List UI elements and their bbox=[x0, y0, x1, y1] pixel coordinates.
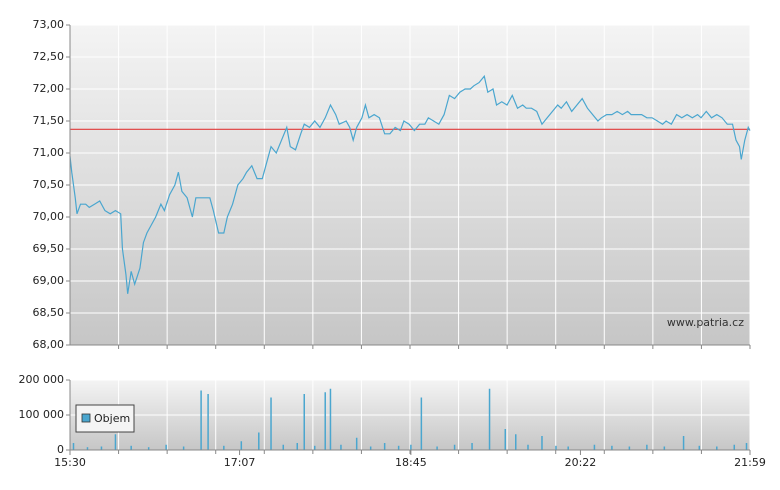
volume-bar bbox=[313, 445, 316, 450]
watermark: www.patria.cz bbox=[667, 316, 744, 329]
volume-bar bbox=[72, 443, 75, 450]
marks: 68,00 68,50 69,00 69,50 70,00 70,50 71,00 71,50… bbox=[19, 18, 766, 469]
y-tick-label: 73,00 bbox=[33, 18, 65, 31]
y-tick-label: 71,50 bbox=[33, 114, 65, 127]
x-tick-label: 20:22 bbox=[565, 456, 597, 469]
volume-bar bbox=[114, 434, 117, 450]
volume-bar bbox=[355, 437, 358, 450]
volume-bar bbox=[296, 443, 298, 450]
volume-bar bbox=[436, 446, 438, 450]
volume-bar bbox=[165, 444, 167, 450]
volume-bar bbox=[611, 445, 613, 450]
y-tick-label: 69,00 bbox=[33, 274, 65, 287]
x-tick-label: 17:07 bbox=[224, 456, 256, 469]
volume-bar bbox=[488, 388, 491, 450]
volume-bar bbox=[397, 445, 400, 450]
volume-bar bbox=[593, 444, 596, 450]
y-tick-label: 70,00 bbox=[33, 210, 65, 223]
y-tick-label: 0 bbox=[57, 443, 64, 456]
y-tick-label: 68,00 bbox=[33, 338, 65, 351]
volume-bar bbox=[541, 436, 543, 450]
volume-bar bbox=[200, 390, 202, 450]
volume-bar bbox=[86, 447, 89, 450]
volume-bar bbox=[628, 446, 631, 450]
volume-bar bbox=[733, 444, 736, 450]
volume-bar bbox=[303, 394, 305, 450]
volume-bar bbox=[240, 441, 243, 450]
legend-box bbox=[75, 404, 135, 433]
volume-bar bbox=[223, 445, 225, 450]
volume-bar bbox=[282, 444, 285, 450]
volume-bar bbox=[383, 443, 386, 450]
y-tick-label: 100 000 bbox=[19, 408, 65, 421]
x-tick-label: 15:30 bbox=[54, 456, 86, 469]
volume-bar bbox=[698, 445, 701, 450]
legend-swatch bbox=[81, 413, 91, 423]
volume-bar bbox=[147, 447, 150, 450]
y-tick-label: 70,50 bbox=[33, 178, 65, 191]
legend-label: Objem bbox=[94, 412, 130, 425]
volume-bar bbox=[515, 434, 517, 450]
volume-bar bbox=[567, 446, 569, 450]
volume-bar bbox=[130, 445, 132, 450]
y-tick-label: 72,00 bbox=[33, 82, 65, 95]
volume-bar bbox=[504, 429, 507, 450]
price-line bbox=[69, 74, 751, 294]
volume-bar bbox=[646, 444, 648, 450]
volume-bar bbox=[258, 432, 260, 450]
volume-bar bbox=[340, 444, 342, 450]
volume-bar bbox=[100, 446, 103, 450]
volume-bar bbox=[420, 397, 423, 450]
volume-bar bbox=[410, 444, 412, 450]
volume-bar bbox=[270, 397, 272, 450]
y-tick-label: 200 000 bbox=[19, 373, 65, 386]
y-tick-label: 69,50 bbox=[33, 242, 65, 255]
x-tick-label: 21:59 bbox=[734, 456, 766, 469]
volume-bar bbox=[471, 443, 473, 450]
y-tick-label: 72,50 bbox=[33, 50, 65, 63]
volume-bar bbox=[453, 444, 456, 450]
volume-bar bbox=[555, 445, 557, 450]
volume-bar bbox=[682, 436, 685, 450]
volume-bar bbox=[663, 446, 666, 450]
volume-bar bbox=[324, 392, 326, 450]
volume-bar bbox=[369, 446, 372, 450]
volume-bar bbox=[527, 444, 529, 450]
y-tick-label: 68,50 bbox=[33, 306, 65, 319]
y-tick-label: 71,00 bbox=[33, 146, 65, 159]
x-tick-label: 18:45 bbox=[395, 456, 427, 469]
volume-bar bbox=[207, 394, 209, 450]
volume-bar bbox=[182, 446, 185, 450]
volume-bar bbox=[716, 446, 718, 450]
volume-bar bbox=[329, 388, 332, 450]
volume-bar bbox=[745, 443, 748, 450]
